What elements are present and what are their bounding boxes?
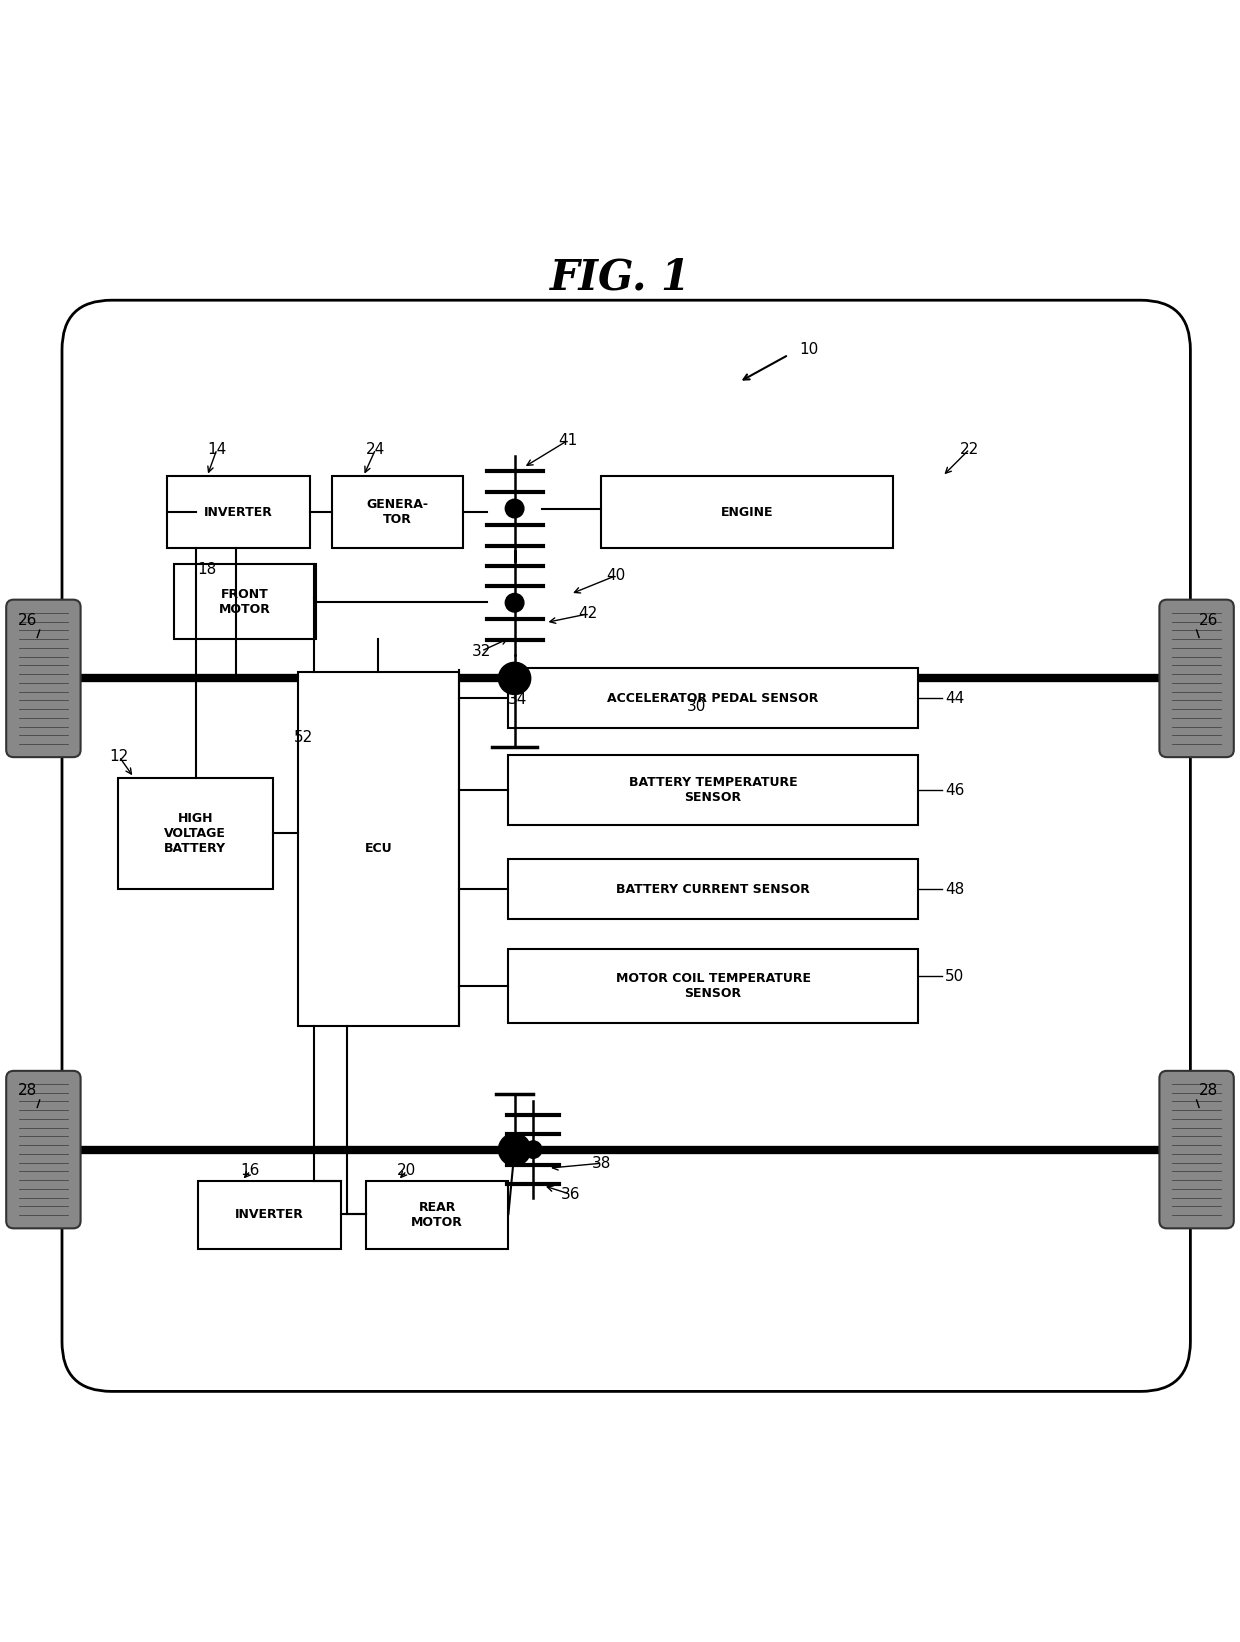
FancyBboxPatch shape: [118, 778, 273, 890]
Circle shape: [498, 1133, 531, 1166]
Text: 10: 10: [800, 342, 820, 358]
Text: FIG. 1: FIG. 1: [549, 256, 691, 299]
FancyBboxPatch shape: [508, 668, 918, 727]
Text: 26: 26: [17, 612, 37, 627]
Text: ENGINE: ENGINE: [720, 506, 774, 519]
FancyBboxPatch shape: [6, 599, 81, 757]
FancyBboxPatch shape: [508, 949, 918, 1023]
Text: INVERTER: INVERTER: [205, 506, 273, 519]
Text: 28: 28: [1199, 1082, 1219, 1097]
Circle shape: [498, 662, 531, 695]
Text: 36: 36: [560, 1187, 580, 1202]
FancyBboxPatch shape: [508, 859, 918, 920]
Text: 52: 52: [294, 731, 314, 745]
FancyBboxPatch shape: [174, 565, 316, 639]
Text: 48: 48: [945, 882, 965, 897]
Text: MOTOR COIL TEMPERATURE
SENSOR: MOTOR COIL TEMPERATURE SENSOR: [615, 972, 811, 1000]
Text: BATTERY TEMPERATURE
SENSOR: BATTERY TEMPERATURE SENSOR: [629, 777, 797, 805]
FancyBboxPatch shape: [601, 476, 893, 548]
FancyBboxPatch shape: [1159, 599, 1234, 757]
FancyBboxPatch shape: [366, 1181, 508, 1250]
Text: 24: 24: [366, 442, 386, 456]
Text: BATTERY CURRENT SENSOR: BATTERY CURRENT SENSOR: [616, 883, 810, 895]
Text: 41: 41: [558, 433, 578, 448]
FancyBboxPatch shape: [508, 755, 918, 824]
Text: ECU: ECU: [365, 842, 392, 855]
Text: 40: 40: [606, 568, 626, 583]
FancyBboxPatch shape: [332, 476, 463, 548]
Text: 28: 28: [17, 1082, 37, 1097]
Text: 18: 18: [197, 562, 217, 576]
Text: 20: 20: [397, 1163, 417, 1179]
Text: 46: 46: [945, 783, 965, 798]
Text: 32: 32: [471, 644, 491, 658]
Text: GENERA-
TOR: GENERA- TOR: [367, 498, 429, 525]
Text: ACCELERATOR PEDAL SENSOR: ACCELERATOR PEDAL SENSOR: [608, 691, 818, 704]
FancyBboxPatch shape: [6, 1071, 81, 1228]
Text: 22: 22: [960, 442, 980, 456]
Circle shape: [506, 593, 523, 612]
Text: 16: 16: [241, 1163, 260, 1179]
Text: 30: 30: [687, 699, 707, 714]
Text: INVERTER: INVERTER: [236, 1209, 304, 1222]
FancyBboxPatch shape: [167, 476, 310, 548]
Text: HIGH
VOLTAGE
BATTERY: HIGH VOLTAGE BATTERY: [164, 811, 227, 855]
Text: 14: 14: [207, 442, 227, 456]
Text: 12: 12: [109, 749, 129, 764]
Text: 38: 38: [591, 1156, 611, 1171]
FancyBboxPatch shape: [1159, 1071, 1234, 1228]
Circle shape: [506, 499, 523, 517]
Text: 44: 44: [945, 691, 965, 706]
FancyBboxPatch shape: [62, 300, 1190, 1391]
Text: 34: 34: [507, 691, 527, 708]
Text: 26: 26: [1199, 612, 1219, 627]
FancyBboxPatch shape: [198, 1181, 341, 1250]
Circle shape: [525, 1141, 542, 1158]
FancyBboxPatch shape: [298, 672, 459, 1026]
Text: 50: 50: [945, 969, 965, 984]
Text: REAR
MOTOR: REAR MOTOR: [412, 1200, 463, 1228]
Text: 42: 42: [578, 606, 598, 621]
Text: FRONT
MOTOR: FRONT MOTOR: [219, 588, 270, 616]
